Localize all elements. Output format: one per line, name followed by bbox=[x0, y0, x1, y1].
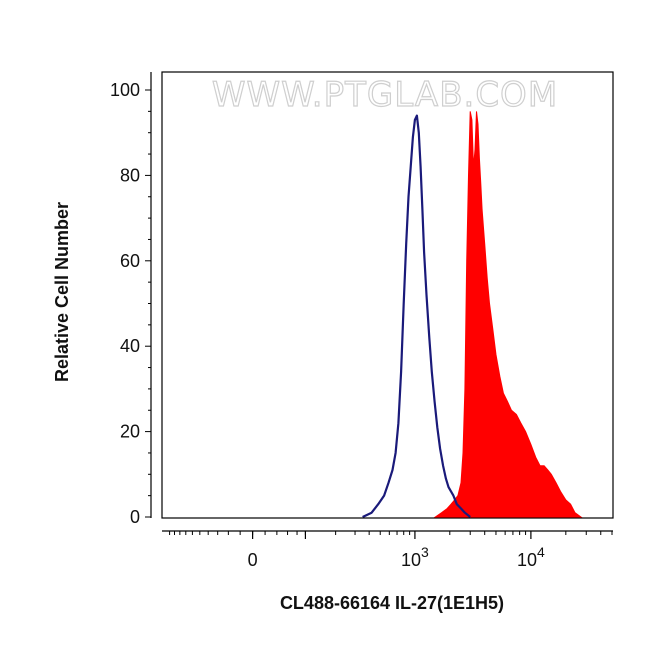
y-tick-label: 40 bbox=[120, 336, 140, 356]
x-axis-title: CL488-66164 IL-27(1E1H5) bbox=[280, 593, 504, 613]
stained-histogram-layer bbox=[433, 111, 583, 518]
y-tick-label: 80 bbox=[120, 165, 140, 185]
watermark: WWW.PTGLAB.COM bbox=[212, 75, 558, 115]
x-tick-label: 104 bbox=[517, 544, 545, 570]
y-tick-label: 0 bbox=[130, 507, 140, 527]
y-tick-label: 60 bbox=[120, 251, 140, 271]
y-tick-label: 100 bbox=[110, 80, 140, 100]
isotype-control-histogram-line bbox=[362, 114, 471, 518]
plot-frame bbox=[161, 71, 614, 519]
y-tick-label: 20 bbox=[120, 422, 140, 442]
y-axis-title: Relative Cell Number bbox=[52, 202, 72, 382]
x-tick-label: 0 bbox=[248, 550, 258, 570]
stained-histogram-area bbox=[433, 111, 583, 518]
y-axis: 0 20 40 60 80 100 bbox=[110, 72, 152, 527]
control-histogram-layer bbox=[362, 114, 471, 518]
x-tick-label: 103 bbox=[401, 544, 429, 570]
x-axis: 0 103 104 bbox=[162, 517, 613, 570]
